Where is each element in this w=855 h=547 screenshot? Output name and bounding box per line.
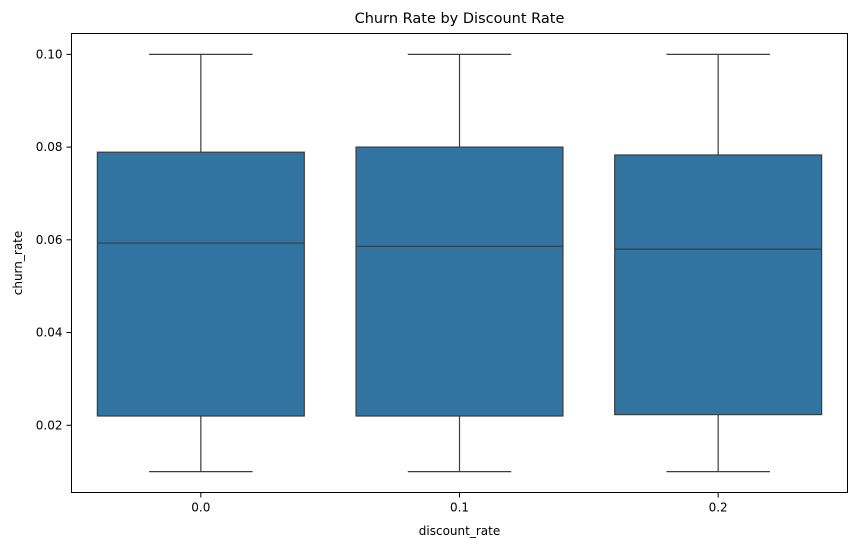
box-iqr (355, 146, 564, 417)
x-axis: 0.0 0.1 0.2 (191, 492, 728, 515)
box-group-0.1 (355, 53, 564, 473)
x-tick-label: 0.1 (450, 501, 469, 515)
box-group-0.2 (614, 53, 823, 473)
y-tick-label: 0.10 (36, 47, 63, 61)
box-iqr (614, 154, 823, 416)
y-tick-label: 0.02 (36, 418, 63, 432)
y-axis-title: churn_rate (11, 231, 25, 296)
y-tick-label: 0.06 (36, 233, 63, 247)
x-axis-title: discount_rate (419, 524, 500, 538)
chart-title: Churn Rate by Discount Rate (355, 11, 565, 27)
y-tick-label: 0.04 (36, 326, 63, 340)
y-axis: 0.02 0.04 0.06 0.08 0.10 (36, 47, 72, 432)
x-tick-label: 0.2 (709, 501, 728, 515)
box-group-0.0 (96, 53, 305, 473)
y-tick-label: 0.08 (36, 140, 63, 154)
boxes-layer (96, 53, 823, 473)
x-tick-label: 0.0 (191, 501, 210, 515)
box-iqr (96, 151, 305, 417)
